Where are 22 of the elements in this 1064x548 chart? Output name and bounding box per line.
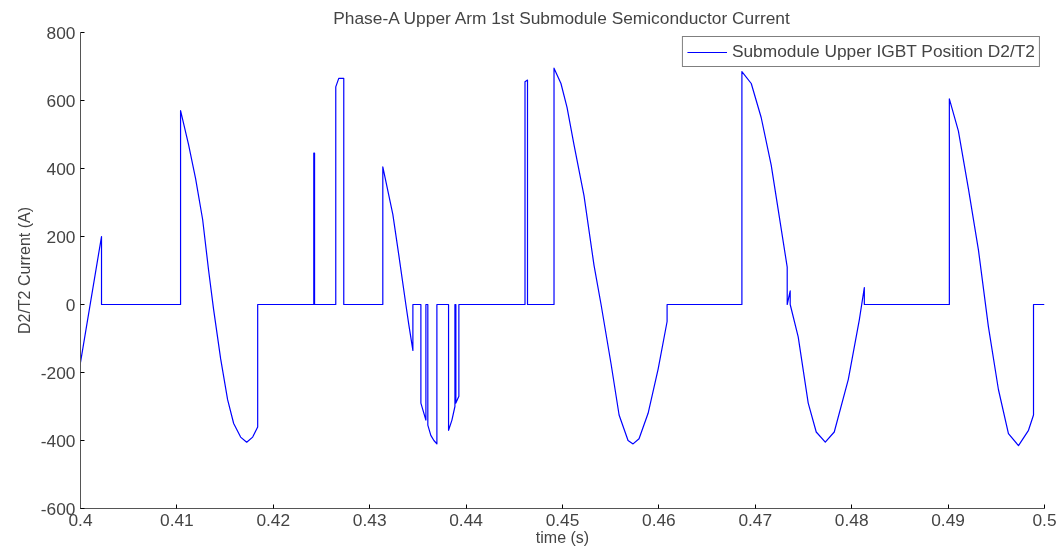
x-axis-title: time (s) — [535, 528, 590, 546]
x-tick-label: 0.49 — [931, 509, 965, 530]
x-tick-label: 0.46 — [642, 509, 676, 530]
y-tick-label: 800 — [46, 22, 76, 43]
y-tick-label: 0 — [65, 294, 76, 315]
y-tick-label: 200 — [46, 226, 76, 247]
y-tick-label: -400 — [40, 430, 76, 451]
x-tick-label: 0.48 — [834, 509, 869, 530]
legend-label: Submodule Upper IGBT Position D2/T2 — [731, 41, 1035, 62]
x-tick-label: 0.43 — [352, 509, 387, 530]
y-axis-title: D2/T2 Current (A) — [15, 206, 33, 335]
y-tick-label: 600 — [46, 90, 76, 111]
x-tick-label: 0.42 — [256, 509, 291, 530]
y-tick-label: 400 — [46, 158, 76, 179]
x-tick-label: 0.5 — [1032, 509, 1057, 530]
line-series — [80, 67, 1045, 447]
x-tick-label: 0.47 — [738, 509, 773, 530]
x-tick-label: 0.45 — [545, 509, 580, 530]
x-tick-label: 0.44 — [449, 509, 484, 530]
chart-title: Phase-A Upper Arm 1st Submodule Semiconductor Current — [333, 7, 790, 28]
y-tick-label: -200 — [40, 362, 76, 383]
x-tick-label: 0.41 — [160, 509, 194, 530]
